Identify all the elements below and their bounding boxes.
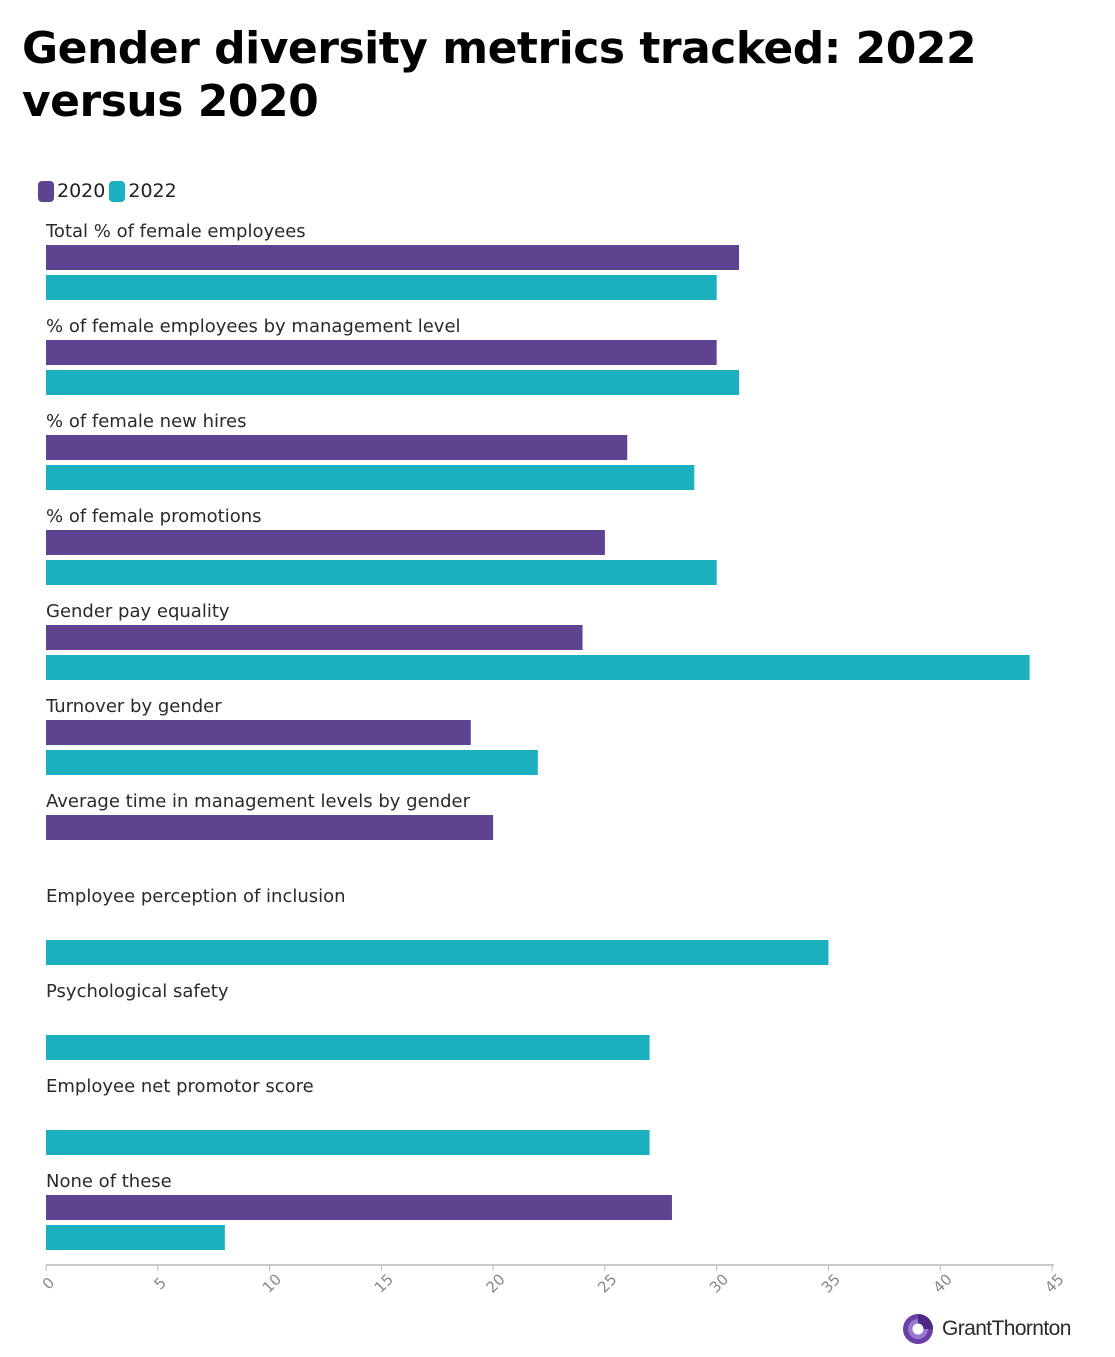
- category-label: Total % of female employees: [45, 221, 306, 242]
- x-tick-label: 30: [706, 1270, 732, 1296]
- bar-2022-3: [46, 560, 717, 585]
- x-tick-label: 20: [482, 1270, 508, 1296]
- category-label: % of female new hires: [46, 411, 246, 432]
- category-label: None of these: [46, 1171, 172, 1192]
- bar-2022-9: [46, 1130, 650, 1155]
- bar-2020-5: [46, 720, 471, 745]
- bar-2022-7: [46, 940, 829, 965]
- legend-item-2022: 2022: [109, 180, 177, 202]
- category-label: % of female employees by management leve…: [46, 316, 461, 337]
- legend-item-2020: 2020: [38, 180, 105, 202]
- grant-thornton-logo: GrantThornton: [902, 1313, 1071, 1345]
- bar-2020-1: [46, 340, 717, 365]
- x-tick-label: 15: [371, 1270, 397, 1296]
- bar-2022-2: [46, 465, 695, 490]
- category-label: Average time in management levels by gen…: [46, 791, 471, 812]
- legend-swatch-2020: [38, 180, 54, 202]
- x-tick-label: 10: [259, 1270, 285, 1296]
- bar-2020-4: [46, 625, 583, 650]
- legend-label-2022: 2022: [128, 180, 177, 202]
- category-label: % of female promotions: [46, 506, 262, 527]
- x-tick-label: 0: [39, 1274, 58, 1293]
- legend-label-2020: 2020: [57, 180, 106, 202]
- bar-2020-0: [46, 245, 740, 270]
- legend-swatch-2022: [109, 180, 126, 202]
- bar-2020-2: [46, 435, 628, 460]
- x-tick-label: 25: [594, 1270, 620, 1296]
- x-tick-label: 5: [151, 1274, 170, 1293]
- bar-2020-6: [46, 815, 494, 840]
- bar-2020-3: [46, 530, 605, 555]
- category-label: Employee perception of inclusion: [46, 886, 346, 907]
- bar-2022-0: [46, 275, 717, 300]
- category-label: Gender pay equality: [46, 601, 230, 622]
- logo-text: GrantThornton: [942, 1317, 1071, 1340]
- x-tick-label: 40: [930, 1270, 956, 1296]
- category-label: Turnover by gender: [45, 696, 222, 717]
- bar-2020-10: [46, 1195, 672, 1220]
- bar-2022-8: [46, 1035, 650, 1060]
- category-label: Psychological safety: [46, 981, 229, 1002]
- x-tick-label: 35: [818, 1270, 844, 1296]
- grant-thornton-logo-icon: [903, 1314, 933, 1344]
- bar-2022-1: [46, 370, 740, 395]
- category-label: Employee net promotor score: [46, 1076, 314, 1097]
- bar-2022-5: [46, 750, 538, 775]
- chart-title: Gender diversity metrics tracked: 2022 v…: [22, 23, 977, 127]
- x-tick-label: 45: [1041, 1270, 1067, 1296]
- bar-2022-4: [46, 655, 1030, 680]
- legend: 2020 2022: [38, 180, 181, 202]
- bar-2022-10: [46, 1225, 225, 1250]
